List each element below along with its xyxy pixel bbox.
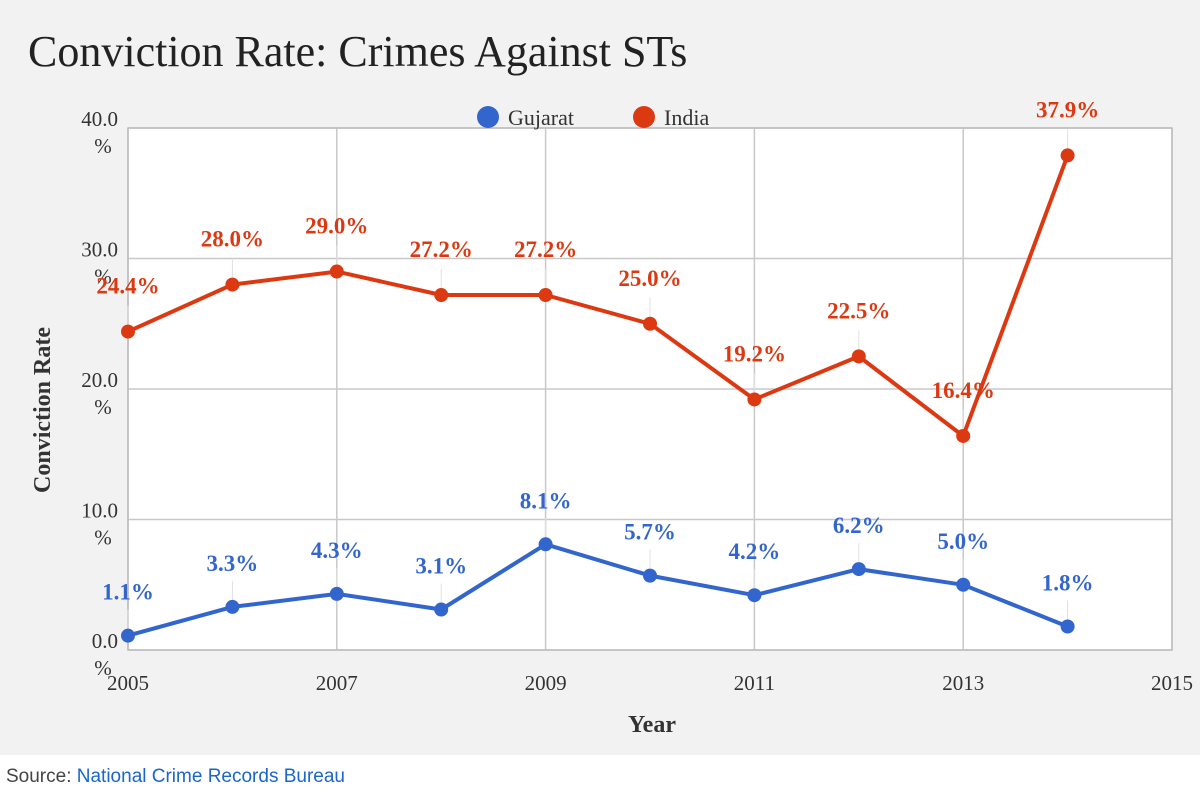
series-line-india — [127, 154, 1070, 438]
data-label-gujarat: 5.0% — [937, 529, 989, 554]
y-tick-label: 20.0 — [81, 368, 118, 392]
legend-label-gujarat: Gujarat — [508, 105, 574, 130]
data-point-india[interactable] — [956, 428, 971, 443]
data-point-gujarat[interactable] — [121, 628, 135, 643]
y-tick-unit: % — [94, 265, 112, 289]
data-point-india[interactable] — [434, 288, 449, 303]
data-point-india[interactable] — [643, 316, 657, 331]
data-point-gujarat[interactable] — [956, 577, 971, 592]
source-link[interactable]: National Crime Records Bureau — [76, 766, 345, 787]
data-point-gujarat[interactable] — [538, 537, 553, 552]
data-label-india: 27.2% — [514, 237, 577, 262]
data-point-india[interactable] — [225, 277, 240, 292]
data-label-gujarat: 3.1% — [415, 554, 467, 579]
data-label-gujarat: 5.7% — [624, 520, 676, 545]
data-point-gujarat[interactable] — [643, 568, 657, 583]
data-point-india[interactable] — [329, 264, 344, 279]
data-label-india: 24.4% — [96, 274, 159, 299]
data-label-india: 37.9% — [1036, 97, 1099, 122]
y-tick-unit: % — [94, 134, 112, 158]
y-tick-label: 0.0 — [92, 629, 118, 653]
data-label-gujarat: 8.1% — [520, 488, 572, 513]
y-tick-label: 30.0 — [81, 238, 118, 262]
data-label-gujarat: 3.3% — [207, 551, 259, 576]
data-point-gujarat[interactable] — [1060, 619, 1075, 634]
data-point-gujarat[interactable] — [434, 602, 449, 617]
y-tick-label: 40.0 — [81, 107, 118, 131]
data-point-india[interactable] — [121, 324, 135, 339]
x-tick-label: 2015 — [1151, 671, 1193, 695]
data-label-india: 16.4% — [932, 378, 995, 403]
legend-marker-gujarat — [477, 106, 499, 128]
data-point-india[interactable] — [851, 349, 866, 364]
data-point-india[interactable] — [747, 392, 762, 407]
data-label-gujarat: 1.8% — [1042, 571, 1094, 596]
x-tick-label: 2013 — [942, 671, 984, 695]
x-tick-label: 2011 — [734, 671, 775, 695]
x-axis-title: Year — [628, 712, 676, 738]
y-tick-unit: % — [94, 395, 112, 419]
plot-border — [127, 127, 1173, 651]
y-tick-unit: % — [94, 656, 112, 680]
data-label-india: 19.2% — [723, 341, 786, 366]
legend-label-india: India — [664, 105, 709, 130]
data-label-india: 27.2% — [410, 237, 473, 262]
data-label-india: 29.0% — [305, 214, 368, 239]
y-axis-title: Conviction Rate — [30, 327, 56, 493]
data-label-india: 28.0% — [201, 227, 264, 252]
data-point-india[interactable] — [538, 288, 553, 303]
data-point-gujarat[interactable] — [225, 599, 240, 614]
data-point-gujarat[interactable] — [851, 562, 866, 577]
source-prefix: Source: — [6, 766, 77, 787]
y-tick-label: 10.0 — [81, 499, 118, 523]
chart-card: Conviction Rate: Crimes Against STs 0.0%… — [0, 0, 1200, 755]
chart-title: Conviction Rate: Crimes Against STs — [28, 27, 688, 76]
y-tick-unit: % — [94, 526, 112, 550]
x-tick-label: 2007 — [316, 671, 358, 695]
data-label-gujarat: 4.3% — [311, 538, 363, 563]
data-label-gujarat: 6.2% — [833, 513, 885, 538]
source-line: Source: National Crime Records Bureau — [6, 766, 345, 788]
x-tick-label: 2005 — [107, 671, 149, 695]
data-point-india[interactable] — [1060, 148, 1075, 163]
series-line-gujarat — [127, 542, 1069, 638]
data-point-gujarat[interactable] — [329, 586, 344, 601]
data-point-gujarat[interactable] — [747, 588, 762, 603]
data-label-gujarat: 1.1% — [102, 580, 154, 605]
line-chart: 0.0%10.0%20.0%30.0%40.0%2005 2007 2009 2011… — [30, 97, 1193, 738]
data-label-india: 25.0% — [618, 266, 681, 291]
x-tick-label: 2009 — [525, 671, 567, 695]
data-label-gujarat: 4.2% — [729, 539, 781, 564]
legend-marker-india — [633, 106, 655, 128]
data-label-india: 22.5% — [827, 298, 890, 323]
